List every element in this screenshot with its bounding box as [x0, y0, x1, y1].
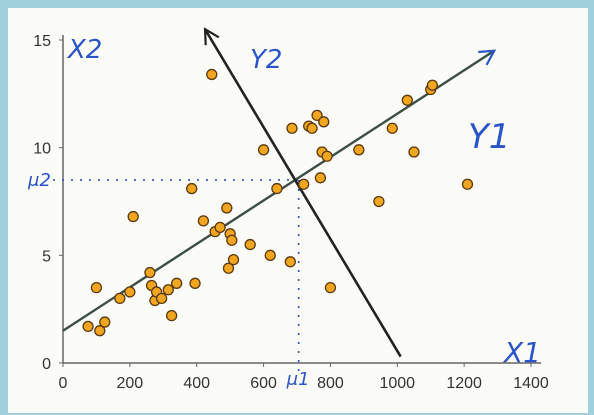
- mean-guides: [53, 179, 300, 373]
- data-point: [155, 292, 168, 305]
- x-tick-label: 200: [117, 375, 144, 392]
- y-tick-label: 10: [33, 141, 51, 158]
- tick-labels: 0 200 400 600 800 1000 1200 1400 0 5 10 15: [33, 33, 549, 392]
- data-point: [311, 109, 323, 122]
- data-point: [189, 277, 201, 289]
- data-point: [144, 266, 156, 279]
- data-point: [206, 68, 218, 81]
- data-point: [127, 210, 139, 223]
- data-points: [82, 68, 474, 337]
- chart-frame: 0 200 400 600 800 1000 1200 1400 0 5 10 15 X2 Y2 Y1 X1…: [8, 8, 588, 413]
- data-point: [227, 253, 240, 266]
- data-point: [186, 182, 198, 195]
- data-point: [221, 202, 233, 214]
- y-tick-label: 0: [42, 356, 51, 373]
- arrowhead-y1: [478, 49, 497, 66]
- data-point: [298, 178, 310, 190]
- data-point: [306, 122, 318, 134]
- x-tick-label: 1000: [379, 375, 415, 392]
- x1-axis-label: X1: [502, 336, 541, 369]
- data-point: [264, 249, 276, 261]
- data-point: [124, 286, 136, 298]
- data-point: [222, 262, 235, 274]
- data-point: [197, 215, 210, 227]
- data-point: [271, 182, 283, 195]
- data-point: [214, 221, 226, 233]
- data-point: [257, 144, 270, 156]
- y-tick-label: 5: [42, 248, 51, 265]
- data-point: [82, 320, 94, 333]
- data-point: [314, 172, 327, 184]
- x2-axis-label: X2: [66, 35, 102, 65]
- data-point: [401, 94, 413, 106]
- data-point: [321, 150, 333, 162]
- data-point: [114, 292, 126, 305]
- mean-x1-marker: μ1: [286, 369, 310, 390]
- data-point: [353, 144, 365, 156]
- y-tick-label: 15: [33, 33, 51, 50]
- x-tick-label: 800: [317, 375, 344, 392]
- mean-x2-marker: μ2: [27, 170, 51, 191]
- data-point: [171, 277, 183, 289]
- y2-axis-label: Y2: [250, 45, 282, 75]
- scatter-plot: 0 200 400 600 800 1000 1200 1400 0 5 10 15 X2 Y2 Y1 X1…: [27, 27, 549, 392]
- data-point: [386, 122, 398, 134]
- data-point: [90, 281, 103, 294]
- data-point: [408, 146, 420, 158]
- data-point: [461, 178, 474, 190]
- data-point: [244, 238, 256, 251]
- handwritten-labels: X2 Y2 Y1 X1 μ2 μ1: [27, 35, 541, 390]
- arrowhead-y2: [203, 27, 220, 46]
- data-point: [373, 195, 385, 208]
- data-point: [286, 122, 298, 134]
- data-point: [284, 256, 296, 268]
- data-point: [226, 234, 238, 246]
- axis-line-y2: [203, 28, 402, 358]
- x-tick-label: 0: [59, 375, 68, 392]
- axes: [62, 35, 541, 364]
- data-point: [324, 281, 337, 294]
- data-point: [426, 79, 439, 91]
- data-point: [165, 309, 178, 322]
- x-tick-label: 1200: [446, 375, 482, 392]
- x-tick-label: 1400: [513, 375, 549, 392]
- x-tick-label: 600: [250, 375, 277, 392]
- y1-axis-label: Y1: [468, 117, 510, 157]
- data-point: [94, 325, 106, 337]
- data-point: [162, 284, 174, 296]
- data-point: [318, 116, 330, 128]
- x-tick-label: 400: [183, 375, 210, 392]
- data-point: [99, 316, 111, 328]
